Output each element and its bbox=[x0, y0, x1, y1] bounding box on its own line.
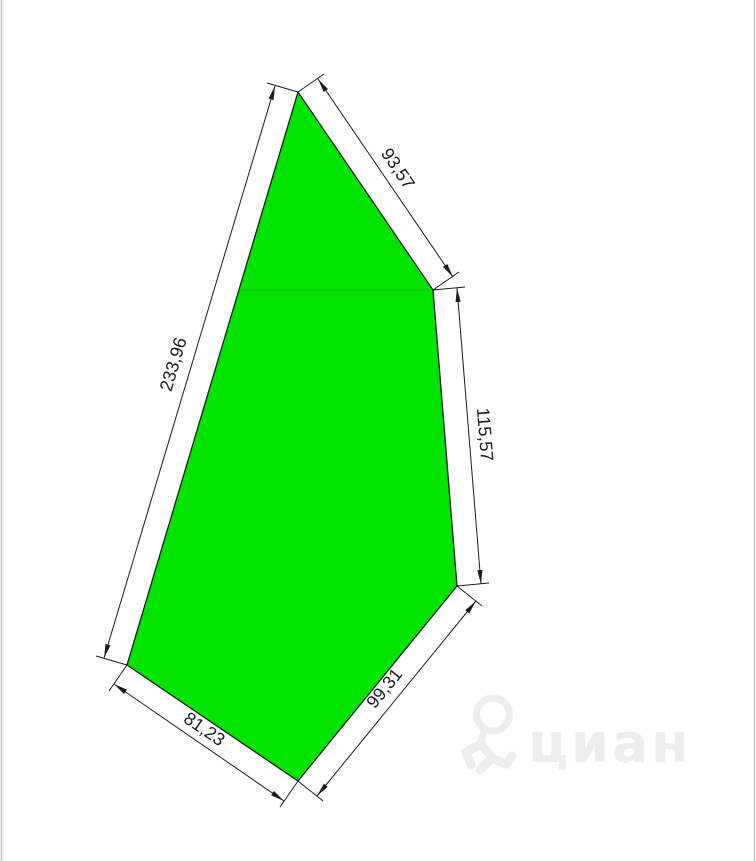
extension-line bbox=[432, 286, 466, 291]
pin-house-glyph bbox=[485, 704, 501, 720]
dimension-line bbox=[113, 683, 285, 802]
extension-line bbox=[297, 73, 325, 93]
dimension-line bbox=[317, 78, 454, 278]
dimension-northeast bbox=[297, 73, 460, 291]
pin-head bbox=[472, 694, 513, 735]
dimension-line bbox=[316, 600, 477, 797]
extension-line bbox=[279, 780, 299, 808]
dimension-southeast bbox=[297, 585, 483, 802]
extension-line bbox=[456, 582, 490, 587]
extension-line bbox=[108, 664, 128, 692]
extension-line bbox=[456, 585, 483, 607]
runner-arm bbox=[460, 739, 486, 770]
extension-line bbox=[297, 780, 324, 802]
dimension-west bbox=[95, 82, 299, 666]
extension-line bbox=[266, 82, 299, 93]
runner-leg-right bbox=[487, 751, 517, 770]
dimension-east bbox=[432, 286, 490, 587]
extension-line bbox=[95, 655, 128, 666]
dimension-line bbox=[103, 85, 276, 659]
extension-line bbox=[432, 271, 460, 291]
watermark: циан bbox=[460, 694, 692, 775]
dimension-southwest bbox=[108, 664, 299, 808]
watermark-text: циан bbox=[528, 712, 692, 775]
dimension-line bbox=[455, 287, 483, 585]
cian-runner-pin-logo-icon bbox=[460, 694, 517, 775]
dimension-label-east: 115,57 bbox=[473, 407, 497, 462]
